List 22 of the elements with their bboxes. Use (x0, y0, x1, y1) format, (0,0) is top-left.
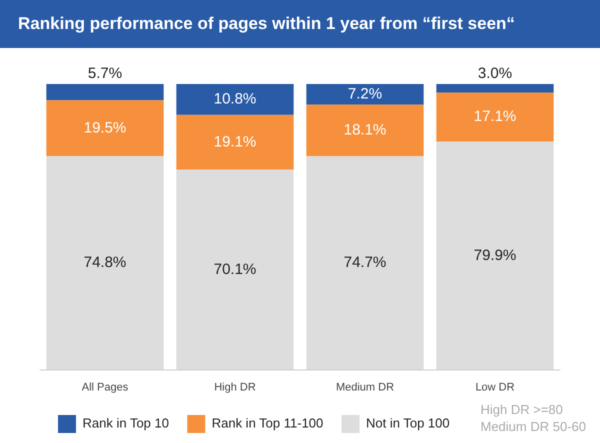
x-tick-label: Low DR (475, 381, 515, 394)
data-label: 79.9% (474, 246, 516, 264)
x-tick-label: Medium DR (336, 381, 394, 394)
data-label: 17.1% (474, 108, 516, 126)
legend-label: Rank in Top 10 (82, 416, 169, 431)
data-label: 5.7% (88, 65, 122, 82)
data-label: 74.7% (344, 254, 386, 272)
data-label: 18.1% (344, 122, 386, 139)
data-label: 7.2% (348, 85, 382, 102)
text: High DR >=80 (480, 401, 564, 418)
legend-label: Rank in Top 11-100 (212, 416, 324, 431)
data-label: 19.5% (84, 119, 126, 136)
chart-title: Ranking performance of pages within 1 year from “first seen“ (0, 0, 600, 48)
data-label: 3.0% (478, 65, 512, 82)
legend-label: Not in Top 100 (366, 416, 450, 431)
data-label: 19.1% (214, 133, 256, 150)
x-tick-label: All Pages (82, 381, 129, 394)
data-label: 70.1% (214, 260, 256, 278)
x-tick-label: High DR (214, 381, 256, 394)
data-label: 10.8% (214, 90, 256, 108)
data-label: 74.8% (84, 254, 126, 272)
text: Medium DR 50-60 (480, 418, 586, 435)
